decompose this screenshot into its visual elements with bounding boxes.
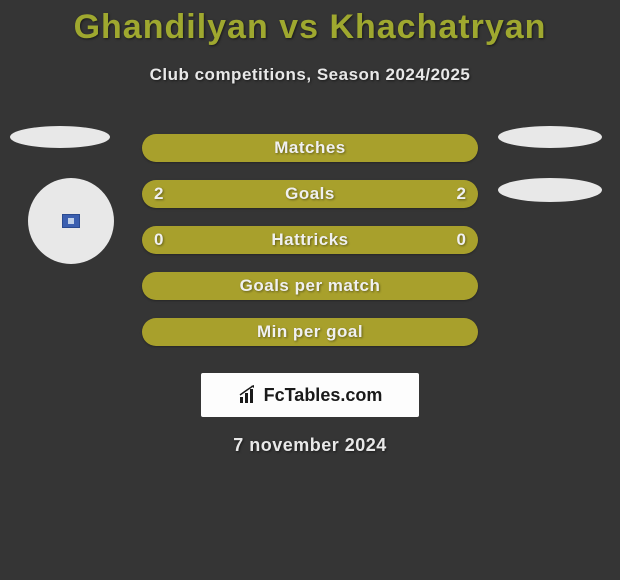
stat-bar-matches: Matches xyxy=(142,134,478,162)
stat-row: 0 Hattricks 0 xyxy=(0,217,620,263)
stat-label: Matches xyxy=(274,138,346,158)
footer-brand-text: FcTables.com xyxy=(264,385,383,406)
stat-left-value: 2 xyxy=(154,184,163,204)
stat-right-value: 0 xyxy=(457,230,466,250)
stat-bar-gpm: Goals per match xyxy=(142,272,478,300)
stat-label: Min per goal xyxy=(257,322,363,342)
date-text: 7 november 2024 xyxy=(0,435,620,456)
stat-right-value: 2 xyxy=(457,184,466,204)
footer-brand-box[interactable]: FcTables.com xyxy=(201,373,419,417)
stat-row: Matches xyxy=(0,125,620,171)
page-title: Ghandilyan vs Khachatryan xyxy=(0,0,620,47)
chart-icon xyxy=(238,385,260,405)
stat-bar-goals: 2 Goals 2 xyxy=(142,180,478,208)
stat-row: Min per goal xyxy=(0,309,620,355)
stat-bar-mpg: Min per goal xyxy=(142,318,478,346)
subtitle: Club competitions, Season 2024/2025 xyxy=(0,65,620,85)
stat-bar-hattricks: 0 Hattricks 0 xyxy=(142,226,478,254)
stat-label: Hattricks xyxy=(271,230,348,250)
stat-label: Goals per match xyxy=(240,276,381,296)
stats-container: Matches 2 Goals 2 0 Hattricks 0 Goals pe… xyxy=(0,125,620,355)
stat-row: 2 Goals 2 xyxy=(0,171,620,217)
stat-row: Goals per match xyxy=(0,263,620,309)
stat-left-value: 0 xyxy=(154,230,163,250)
stat-label: Goals xyxy=(285,184,335,204)
